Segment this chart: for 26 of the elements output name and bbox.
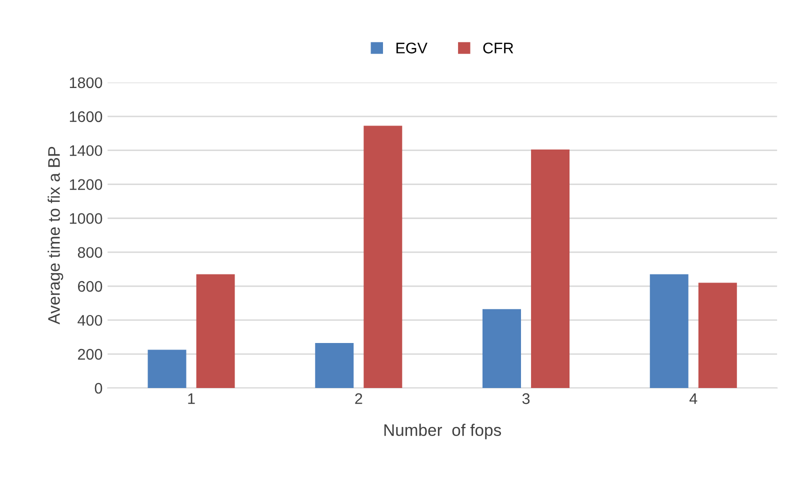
y-tick-label: 400 [78, 314, 102, 326]
y-tick-label: 1600 [70, 111, 102, 122]
y-tick-label: 600 [78, 281, 102, 292]
y-tick-label: 1800 [70, 77, 102, 88]
y-tick-label: 0 [94, 382, 102, 394]
bar [364, 126, 402, 388]
bar [315, 343, 354, 388]
bar [698, 282, 737, 388]
bar [482, 309, 521, 388]
y-tick-label: 200 [78, 348, 102, 360]
x-tick-label: 3 [522, 393, 530, 404]
x-tick-label: 4 [689, 393, 698, 404]
x-tick-label: 2 [355, 393, 362, 404]
y-tick-label: 1000 [70, 213, 102, 224]
bar [650, 274, 688, 388]
bar [531, 150, 570, 388]
y-tick-label: 1400 [70, 145, 102, 156]
y-tick-label: 1200 [70, 179, 102, 190]
y-axis-title: Average time to fix a BP [48, 146, 64, 324]
x-axis-title: Number of fops [384, 424, 502, 440]
legend-label: CFR [483, 42, 514, 54]
x-tick-label: 1 [188, 393, 195, 404]
bar [148, 350, 186, 388]
legend-label: EGV [396, 42, 428, 54]
bar [196, 274, 235, 388]
y-tick-label: 800 [78, 247, 102, 258]
